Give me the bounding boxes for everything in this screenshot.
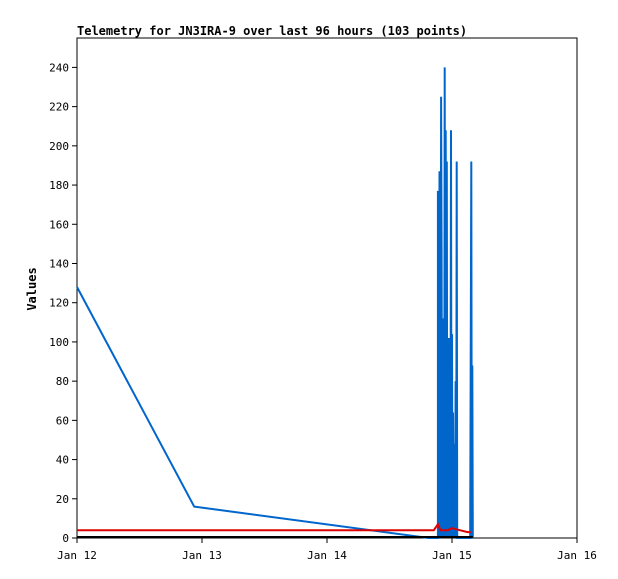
y-tick-label: 60: [56, 414, 69, 427]
plot-frame: [76, 37, 578, 539]
y-tick-label: 40: [56, 454, 69, 467]
series-line-2: [77, 522, 471, 534]
x-tick-label: Jan 14: [307, 549, 347, 562]
y-tick-label: 0: [62, 532, 69, 545]
x-tick-label: Jan 15: [432, 549, 472, 562]
chart-title: Telemetry for JN3IRA-9 over last 96 hour…: [77, 24, 467, 38]
y-tick-label: 20: [56, 493, 69, 506]
y-tick-label: 80: [56, 375, 69, 388]
series-line-1: [76, 67, 474, 539]
axes-layer: 0 20 40 60 80 100 120 140 160 180 200 220 240 Jan 12 J…: [49, 61, 597, 562]
y-axis-label: Values: [25, 267, 39, 310]
y-tick-label: 160: [49, 218, 69, 231]
x-tick-label: Jan 13: [182, 549, 222, 562]
x-tick-label: Jan 16: [557, 549, 597, 562]
y-tick-label: 220: [49, 101, 69, 114]
y-tick-label: 180: [49, 179, 69, 192]
y-tick-label: 140: [49, 257, 69, 270]
y-tick-label: 240: [49, 61, 69, 74]
y-tick-label: 200: [49, 140, 69, 153]
y-tick-label: 100: [49, 336, 69, 349]
x-tick-label: Jan 12: [57, 549, 97, 562]
series-layer: [76, 67, 474, 539]
y-tick-label: 120: [49, 297, 69, 310]
